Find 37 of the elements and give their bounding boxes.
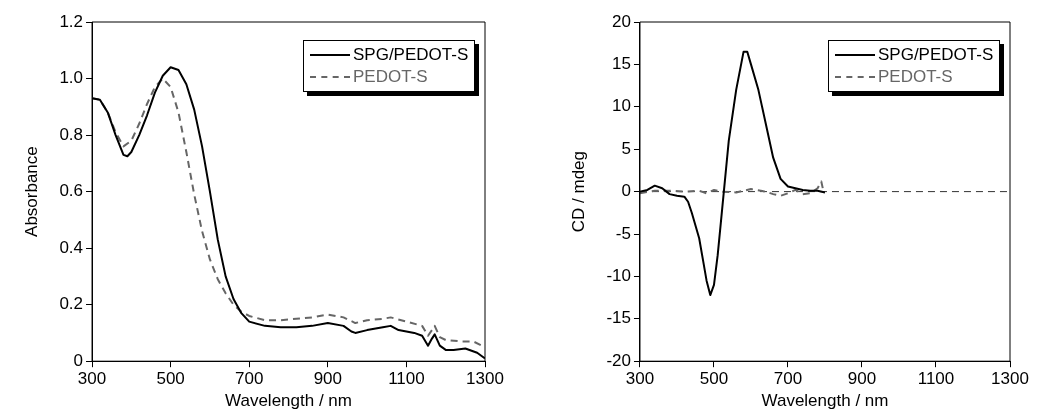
y-tick-label: -20 — [606, 350, 631, 370]
y-tick-label: 0 — [621, 181, 631, 201]
x-tick-label: 500 — [699, 369, 729, 389]
y-tick-label: 5 — [621, 138, 631, 158]
x-axis-title: Wavelength / nm — [761, 391, 889, 411]
x-tick-label: 900 — [847, 369, 877, 389]
x-axis-title: Wavelength / nm — [225, 391, 352, 411]
x-tick-label: 300 — [625, 369, 655, 389]
y-axis-title: Absorbance — [21, 146, 41, 237]
legend-label: SPG/PEDOT-S — [353, 44, 469, 66]
legend-label: PEDOT-S — [353, 66, 428, 88]
y-tick-label: 0.8 — [59, 124, 84, 144]
x-tick-label: 700 — [773, 369, 803, 389]
x-tick-label: 1100 — [388, 369, 425, 389]
x-tick-label: 300 — [77, 369, 107, 389]
y-tick-label: 20 — [612, 11, 631, 31]
y-tick-label: 15 — [612, 54, 631, 74]
y-tick-label: 0.2 — [59, 294, 84, 314]
legend-label: SPG/PEDOT-S — [878, 44, 994, 66]
y-axis-title: CD / mdeg — [568, 150, 588, 233]
x-tick-label: 1300 — [466, 369, 504, 389]
y-tick-label: 10 — [612, 96, 631, 116]
x-tick-label: 1300 — [991, 369, 1029, 389]
y-tick-label: 1.0 — [59, 68, 84, 88]
y-tick-label: 1.2 — [59, 11, 84, 31]
line-series — [639, 180, 826, 197]
y-tick-label: -5 — [615, 223, 631, 243]
x-tick-label: 1100 — [917, 369, 955, 389]
x-tick-label: 500 — [156, 369, 185, 389]
x-tick-label: 900 — [313, 369, 342, 389]
legend-label: PEDOT-S — [878, 66, 953, 88]
y-tick-label: -10 — [606, 266, 631, 286]
y-tick-label: 0 — [73, 350, 84, 370]
x-tick-label: 700 — [235, 369, 264, 389]
y-tick-label: -15 — [606, 308, 631, 328]
y-tick-label: 0.6 — [59, 181, 84, 201]
y-tick-label: 0.4 — [59, 237, 84, 257]
